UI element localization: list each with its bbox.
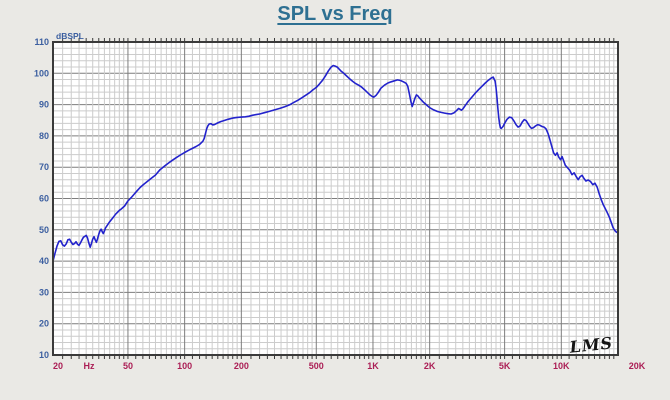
y-tick-label: 90 xyxy=(39,100,49,110)
x-tick-label: 200 xyxy=(234,361,249,371)
y-tick-label: 60 xyxy=(39,194,49,204)
lms-logo: LMS xyxy=(568,333,614,357)
y-tick-label: 50 xyxy=(39,225,49,235)
x-tick-label: 50 xyxy=(123,361,133,371)
x-tick-label: 20K xyxy=(629,361,646,371)
x-tick-label: 2K xyxy=(424,361,436,371)
y-tick-label: 30 xyxy=(39,287,49,297)
y-tick-label: 20 xyxy=(39,319,49,329)
x-tick-label: 5K xyxy=(499,361,511,371)
plot-border xyxy=(52,41,619,356)
y-tick-label: 10 xyxy=(39,350,49,360)
x-tick-label: 20 xyxy=(53,361,63,371)
chart-title: SPL vs Freq xyxy=(277,3,393,25)
y-tick-label: 80 xyxy=(39,131,49,141)
y-tick-label: 110 xyxy=(34,37,49,47)
x-tick-label: 500 xyxy=(309,361,324,371)
x-tick-label: 10K xyxy=(553,361,570,371)
x-tick-label: Hz xyxy=(84,361,95,371)
spl-curve xyxy=(52,64,619,262)
y-tick-label: 100 xyxy=(34,68,49,78)
x-tick-label: 100 xyxy=(177,361,192,371)
y-tick-label: 70 xyxy=(39,162,49,172)
y-tick-label: 40 xyxy=(39,256,49,266)
y-axis-unit-label: dBSPL xyxy=(56,31,84,41)
x-tick-label: 1K xyxy=(367,361,379,371)
chart-grid-and-curve: 110 100 90 80 70 60 50 40 30 20 10 20 Hz 50 100 200 500 1… xyxy=(34,37,646,371)
